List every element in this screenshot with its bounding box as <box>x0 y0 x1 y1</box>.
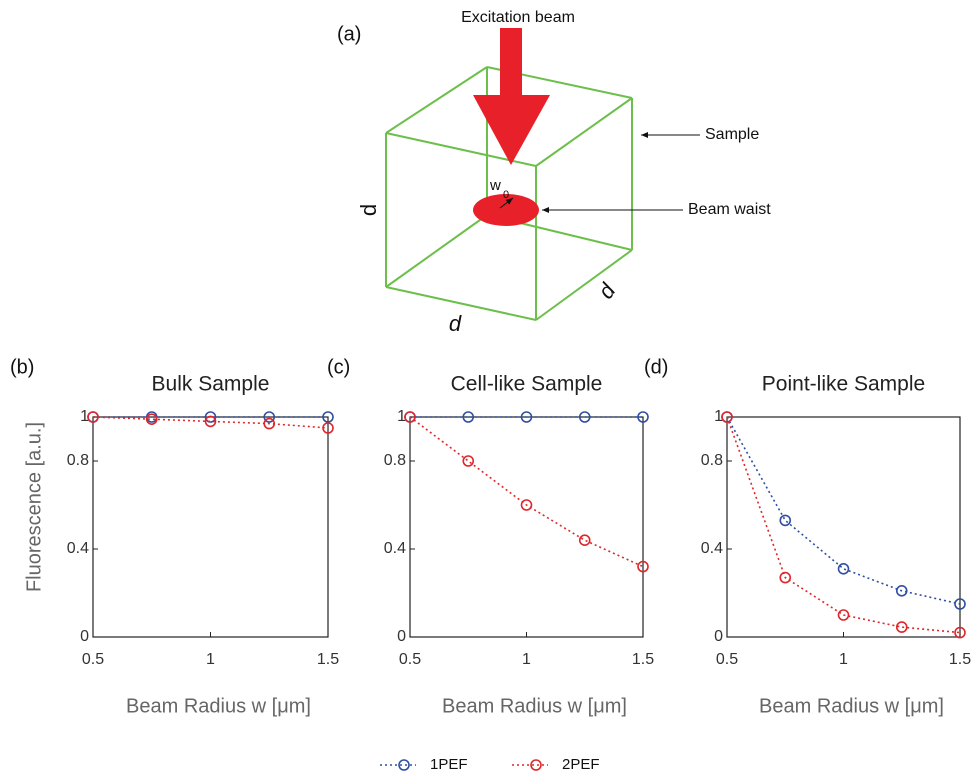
legend-marker <box>398 759 410 771</box>
data-point <box>954 626 966 639</box>
data-point <box>322 411 334 423</box>
data-point <box>204 415 217 428</box>
edge-label: d <box>356 204 381 216</box>
data-point <box>204 411 217 423</box>
x-tick-label: 1.5 <box>949 651 971 668</box>
data-point <box>263 411 276 423</box>
data-point <box>721 411 733 423</box>
chart-title: Bulk Sample <box>152 373 270 396</box>
panel-label: (b) <box>10 356 34 378</box>
legend-label: 1PEF <box>430 756 468 773</box>
x-tick-label: 0.5 <box>82 651 104 668</box>
beam-waist-spot <box>473 194 539 226</box>
data-point <box>895 621 908 633</box>
data-point <box>578 534 591 547</box>
series-line <box>409 416 644 568</box>
x-tick-label: 0.5 <box>399 651 421 668</box>
sample-label: Sample <box>705 126 759 143</box>
waist-label: Beam waist <box>688 201 771 218</box>
y-tick-label: 0 <box>397 628 406 645</box>
data-point <box>462 455 475 467</box>
legend-marker <box>530 759 542 771</box>
chart-title: Cell-like Sample <box>451 373 603 396</box>
data-point <box>87 411 99 423</box>
y-tick-label: 0 <box>80 628 89 645</box>
beam-label: Excitation beam <box>461 9 575 26</box>
waist-radius-arrow <box>499 197 514 209</box>
data-point <box>520 411 533 423</box>
data-point <box>145 413 158 426</box>
data-point <box>637 560 649 573</box>
beam-head <box>473 95 550 165</box>
data-point <box>637 411 649 423</box>
y-tick-label: 1 <box>714 408 723 425</box>
x-tick-label: 0.5 <box>716 651 738 668</box>
data-point <box>578 411 591 423</box>
data-point <box>263 417 276 430</box>
x-tick-label: 1.5 <box>632 651 654 668</box>
data-point <box>462 411 475 423</box>
x-axis-label: Beam Radius w [μm] <box>759 695 944 717</box>
data-point <box>322 422 334 434</box>
y-tick-label: 0.4 <box>67 540 89 557</box>
data-point <box>837 562 850 575</box>
beam-shaft <box>500 28 522 100</box>
chart-title: Point-like Sample <box>762 373 925 396</box>
y-axis-label: Fluorescence [a.u.] <box>23 422 45 592</box>
y-tick-label: 1 <box>80 408 89 425</box>
panel-label: (a) <box>337 23 361 45</box>
plot-frame <box>92 416 329 638</box>
data-point <box>837 609 850 621</box>
waist-symbol: w <box>489 177 501 194</box>
y-tick-label: 0.4 <box>384 540 406 557</box>
x-tick-label: 1 <box>206 651 215 668</box>
x-tick-label: 1 <box>522 651 531 668</box>
y-tick-label: 0 <box>714 628 723 645</box>
legend-label: 2PEF <box>562 756 600 773</box>
y-tick-label: 1 <box>397 408 406 425</box>
x-tick-label: 1.5 <box>317 651 339 668</box>
y-tick-label: 0.8 <box>701 452 723 469</box>
data-point <box>404 411 416 423</box>
x-axis-label: Beam Radius w [μm] <box>442 695 627 717</box>
panel-label: (d) <box>644 356 668 378</box>
y-tick-label: 0.8 <box>67 452 89 469</box>
series-line <box>92 416 329 429</box>
plot-frame <box>409 416 644 638</box>
panel-label: (c) <box>327 356 350 378</box>
waist-subscript: 0 <box>503 189 509 201</box>
x-axis-label: Beam Radius w [μm] <box>126 695 311 717</box>
data-point <box>520 499 533 511</box>
data-point <box>779 514 792 527</box>
edge-label: d <box>593 278 621 303</box>
y-tick-label: 0.4 <box>701 540 723 557</box>
edge-label: d <box>449 311 462 336</box>
data-point <box>779 571 792 584</box>
data-point <box>954 598 966 610</box>
series-line <box>726 416 961 605</box>
y-tick-label: 0.8 <box>384 452 406 469</box>
x-tick-label: 1 <box>839 651 848 668</box>
data-point <box>895 584 908 597</box>
series-line <box>726 416 961 634</box>
plot-frame <box>726 416 961 638</box>
